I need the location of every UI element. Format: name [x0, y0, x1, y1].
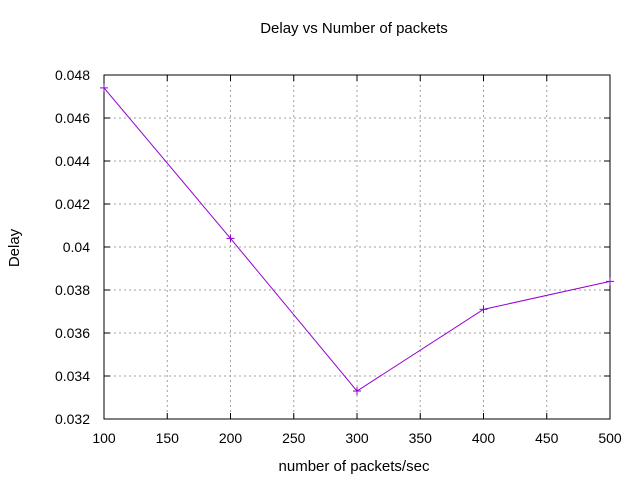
x-tick-label: 100: [92, 430, 116, 446]
chart-title: Delay vs Number of packets: [260, 20, 448, 37]
x-tick-label: 250: [282, 430, 306, 446]
data-point: [606, 277, 614, 286]
y-tick-label: 0.034: [55, 368, 90, 384]
y-tick-label: 0.04: [63, 239, 90, 255]
y-tick-label: 0.046: [55, 110, 90, 126]
y-tick-label: 0.048: [55, 67, 90, 83]
y-tick-label: 0.036: [55, 325, 90, 341]
series-layer: [100, 83, 614, 396]
x-tick-label: 150: [156, 430, 180, 446]
y-tick-label: 0.038: [55, 282, 90, 298]
x-tick-label: 350: [409, 430, 433, 446]
x-tick-label: 400: [472, 430, 496, 446]
x-tick-label: 500: [598, 430, 622, 446]
grid-layer: [104, 75, 610, 419]
y-axis-label: Delay: [6, 228, 23, 267]
data-point: [226, 234, 235, 243]
y-tick-label: 0.044: [55, 153, 90, 169]
x-tick-label: 200: [219, 430, 243, 446]
y-tick-label: 0.032: [55, 411, 90, 427]
x-axis-label: number of packets/sec: [279, 458, 430, 475]
x-tick-label: 450: [535, 430, 559, 446]
y-tick-label: 0.042: [55, 196, 90, 212]
x-tick-label: 300: [345, 430, 369, 446]
data-point: [353, 387, 361, 396]
data-point: [100, 83, 108, 92]
data-point: [479, 305, 488, 314]
tick-layer: 0.032 0.034 0.036 0.038 0.04 0.042 0.044 0.046 0…: [55, 67, 622, 446]
